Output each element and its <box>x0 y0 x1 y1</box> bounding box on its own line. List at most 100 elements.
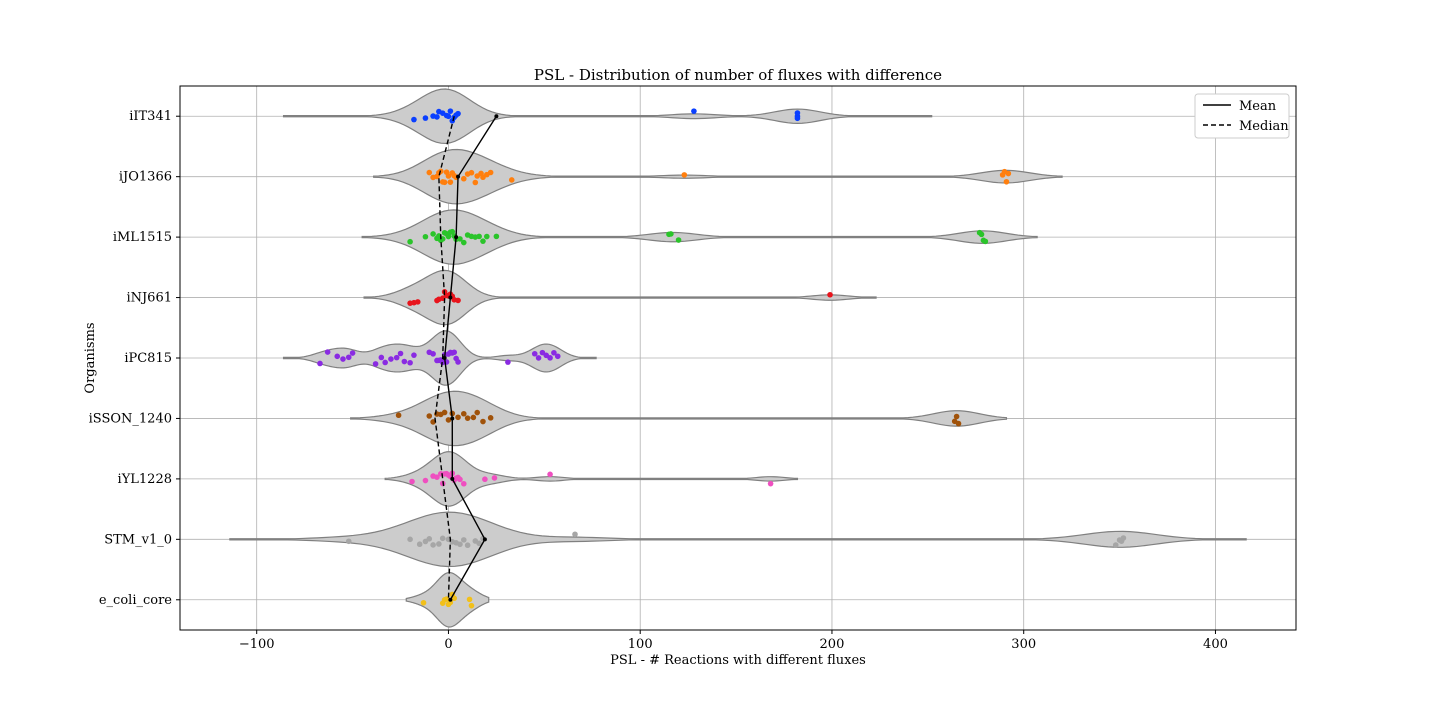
point-iJO1366 <box>441 179 448 186</box>
point-iPC815 <box>554 353 561 360</box>
point-STM_v1_0 <box>1112 542 1119 548</box>
mean-marker <box>456 174 461 179</box>
violin-iNJ661 <box>363 269 877 326</box>
point-STM_v1_0 <box>464 542 471 549</box>
point-iPC815 <box>451 349 458 356</box>
point-iML1515 <box>484 233 490 240</box>
point-iPC815 <box>334 353 341 360</box>
mean-marker <box>450 476 455 481</box>
point-iML1515 <box>430 231 436 237</box>
point-e_coli_core <box>468 602 475 609</box>
point-iJO1366 <box>472 179 479 186</box>
point-iIT341 <box>691 108 697 114</box>
chart-title: PSL - Distribution of number of fluxes w… <box>534 66 942 84</box>
point-iJO1366 <box>508 177 515 183</box>
point-iYL1228 <box>457 476 463 483</box>
point-iML1515 <box>449 228 456 235</box>
mean-marker <box>448 295 453 300</box>
point-iML1515 <box>493 233 500 240</box>
point-iJO1366 <box>468 169 475 176</box>
point-iPC815 <box>411 352 417 358</box>
point-iML1515 <box>457 236 463 242</box>
point-iML1515 <box>407 238 413 245</box>
point-iPC815 <box>401 358 408 365</box>
violin-iIT341 <box>282 88 933 145</box>
violin-iML1515 <box>361 209 1038 265</box>
point-e_coli_core <box>443 596 450 602</box>
mean-marker <box>482 537 487 542</box>
point-iPC815 <box>551 349 557 356</box>
point-iIT341 <box>794 115 801 122</box>
point-iPC815 <box>397 350 404 357</box>
point-iJO1366 <box>460 175 467 182</box>
mean-marker <box>494 114 499 119</box>
data-points <box>317 108 1127 609</box>
y-tick-label: iJO1366 <box>119 170 172 185</box>
mean-marker <box>450 416 455 421</box>
mean-marker <box>454 235 459 240</box>
point-iPC815 <box>430 351 436 357</box>
point-iJO1366 <box>681 172 688 178</box>
legend: Mean Median <box>1194 93 1290 139</box>
point-iNJ661 <box>455 297 461 304</box>
point-iML1515 <box>668 231 674 237</box>
point-iPC815 <box>505 359 511 365</box>
point-iIT341 <box>794 110 801 116</box>
point-iIT341 <box>445 113 452 120</box>
point-iPC815 <box>393 354 400 361</box>
stat-lines <box>434 114 499 602</box>
point-iPC815 <box>531 350 538 357</box>
point-STM_v1_0 <box>572 531 578 538</box>
point-iIT341 <box>455 110 461 117</box>
point-iJO1366 <box>426 169 433 176</box>
point-iSSON_1240 <box>395 412 402 419</box>
x-tick-label: 100 <box>628 637 653 652</box>
mean-marker <box>448 597 453 602</box>
y-tick-label: iYL1228 <box>118 472 172 487</box>
point-iNJ661 <box>827 291 833 298</box>
violin-iYL1228 <box>384 451 799 507</box>
y-tick-label: iIT341 <box>129 109 172 124</box>
point-iYL1228 <box>460 480 467 487</box>
point-iJO1366 <box>487 169 494 176</box>
point-STM_v1_0 <box>476 540 482 547</box>
point-iSSON_1240 <box>955 420 962 427</box>
point-STM_v1_0 <box>457 541 463 548</box>
point-iSSON_1240 <box>464 415 471 421</box>
point-iSSON_1240 <box>455 414 461 421</box>
y-tick-label: STM_v1_0 <box>104 532 172 547</box>
point-iSSON_1240 <box>474 409 481 416</box>
point-STM_v1_0 <box>436 541 442 547</box>
point-iPC815 <box>340 356 346 362</box>
point-iNJ661 <box>414 299 421 305</box>
y-tick-label: iPC815 <box>124 351 172 366</box>
point-iPC815 <box>382 359 388 366</box>
point-iML1515 <box>460 239 467 246</box>
point-iML1515 <box>978 231 985 238</box>
y-axis-label: Organisms <box>83 322 98 393</box>
point-e_coli_core <box>466 596 473 603</box>
point-iIT341 <box>411 116 417 123</box>
x-axis-label: PSL - # Reactions with different fluxes <box>610 653 866 668</box>
point-STM_v1_0 <box>430 542 436 548</box>
x-axis-ticks: −100 0 100 200 300 400 <box>239 630 1228 652</box>
point-iJO1366 <box>445 173 452 179</box>
y-tick-label: e_coli_core <box>99 593 172 608</box>
point-iYL1228 <box>767 480 774 487</box>
x-tick-label: 0 <box>444 637 452 652</box>
mean-marker <box>442 356 447 360</box>
point-iYL1228 <box>482 476 488 483</box>
point-STM_v1_0 <box>407 536 413 543</box>
point-iML1515 <box>445 233 452 240</box>
point-iSSON_1240 <box>430 419 436 425</box>
x-tick-label: 400 <box>1203 637 1228 652</box>
violin-iSSON_1240 <box>350 390 1008 447</box>
point-STM_v1_0 <box>439 535 446 542</box>
point-iYL1228 <box>409 478 415 485</box>
point-iML1515 <box>476 233 482 240</box>
point-iYL1228 <box>491 475 498 481</box>
point-iML1515 <box>675 237 682 243</box>
y-tick-label: iML1515 <box>113 230 172 245</box>
violin-STM_v1_0 <box>229 511 1247 568</box>
